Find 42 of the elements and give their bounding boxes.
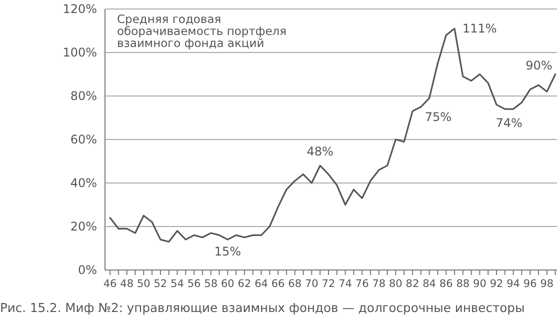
x-tick-label: 78: [372, 278, 386, 290]
x-tick-label: 58: [204, 278, 218, 290]
text: Средняя годовая оборачиваемость портфеля взаимного фонда акций: [117, 12, 287, 50]
annotation: 75%: [424, 110, 452, 124]
x-tick-label: 94: [506, 278, 520, 290]
y-tick-label: 80%: [70, 89, 97, 104]
annotation: 15%: [214, 244, 241, 259]
y-tick-label: 20%: [70, 220, 97, 234]
x-tick-label: 84: [422, 278, 436, 290]
x-tick-label: 80: [389, 278, 402, 290]
x-tick-label: 52: [154, 278, 168, 290]
x-tick-label: 66: [271, 278, 286, 290]
x-tick-label: 54: [170, 278, 184, 290]
annotation: 90%: [526, 58, 552, 73]
x-tick-label: 98: [540, 278, 554, 290]
y-tick-label: 60%: [70, 132, 97, 147]
x-tick-label: 48: [120, 278, 134, 290]
x-tick-label: 96: [523, 278, 538, 290]
y-tick-label: 0%: [78, 263, 97, 278]
y-tick-label: 40%: [70, 176, 97, 190]
x-tick-label: 64: [254, 278, 268, 290]
annotation: 74%: [496, 116, 522, 130]
x-tick-label: 46: [103, 278, 118, 290]
x-tick-label: 72: [322, 278, 336, 290]
x-tick-label: 70: [304, 278, 318, 290]
x-tick-label: 50: [136, 278, 150, 290]
x-tick-label: 86: [439, 278, 454, 290]
x-tick-label: 68: [288, 278, 302, 290]
y-tick-label: 100%: [62, 46, 97, 60]
x-tick-label: 90: [473, 278, 486, 290]
annotation: 48%: [306, 144, 334, 159]
y-tick-label: 120%: [62, 2, 97, 16]
x-tick-label: 60: [220, 278, 234, 290]
x-tick-label: 56: [187, 278, 202, 290]
annotation: 111%: [462, 22, 497, 36]
x-tick-label: 82: [406, 278, 420, 290]
x-tick-label: 76: [355, 278, 370, 290]
x-tick-label: 92: [490, 278, 504, 290]
x-tick-label: 88: [456, 278, 470, 290]
text: Рис. 15.2. Миф №2: управляющие взаимных фондов — долгосрочные инвесторы: [0, 301, 525, 315]
x-tick-label: 74: [338, 278, 352, 290]
x-tick-label: 62: [238, 278, 252, 290]
